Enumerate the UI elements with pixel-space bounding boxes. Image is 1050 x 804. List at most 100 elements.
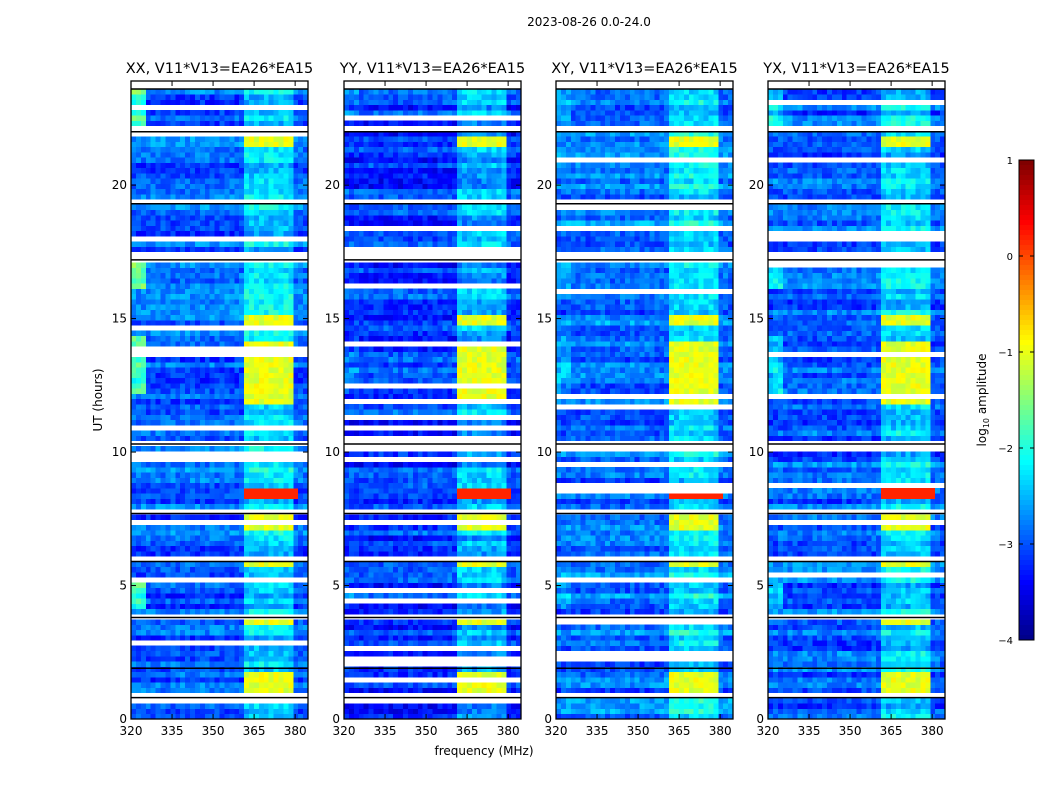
heatmap-cell: [283, 415, 288, 421]
heatmap-cell: [437, 619, 442, 625]
heatmap-cell: [224, 163, 229, 169]
heatmap-cell: [293, 661, 298, 667]
heatmap-cell: [501, 541, 506, 547]
heatmap-cell: [170, 278, 175, 284]
heatmap-cell: [234, 220, 239, 226]
heatmap-cell: [506, 651, 511, 657]
heatmap-cell: [288, 404, 293, 410]
heatmap-cell: [141, 546, 146, 552]
heatmap-cell: [244, 294, 249, 300]
heatmap-cell: [234, 619, 239, 625]
heatmap-cell: [185, 100, 190, 106]
heatmap-cell: [151, 467, 156, 473]
heatmap-cell: [349, 472, 354, 478]
heatmap-cell: [288, 493, 293, 499]
heatmap-cell: [175, 651, 180, 657]
heatmap-cell: [511, 682, 516, 688]
heatmap-cell: [501, 478, 506, 484]
heatmap-cell: [156, 210, 161, 216]
heatmap-cell: [205, 278, 210, 284]
heatmap-cell: [190, 430, 195, 436]
heatmap-cell: [472, 688, 477, 694]
heatmap-cell: [141, 189, 146, 195]
heatmap-cell: [482, 430, 487, 436]
heatmap-cell: [393, 604, 398, 610]
heatmap-cell: [279, 268, 284, 274]
heatmap-cell: [413, 451, 418, 457]
heatmap-cell: [418, 535, 423, 541]
heatmap-cell: [229, 294, 234, 300]
heatmap-cell: [161, 598, 166, 604]
heatmap-cell: [283, 268, 288, 274]
heatmap-cell: [264, 189, 269, 195]
heatmap-cell: [239, 121, 244, 127]
heatmap-cell: [131, 409, 136, 415]
heatmap-cell: [215, 268, 220, 274]
heatmap-cell: [349, 499, 354, 505]
heatmap-cell: [259, 656, 264, 662]
heatmap-cell: [210, 367, 215, 373]
heatmap-cell: [452, 551, 457, 557]
heatmap-cell: [283, 667, 288, 673]
heatmap-cell: [165, 399, 170, 405]
heatmap-cell: [190, 315, 195, 321]
heatmap-cell: [190, 394, 195, 400]
heatmap-cell: [279, 619, 284, 625]
heatmap-cell: [374, 541, 379, 547]
heatmap-cell: [254, 268, 259, 274]
heatmap-cell: [388, 583, 393, 589]
heatmap-cell: [156, 121, 161, 127]
heatmap-cell: [374, 488, 379, 494]
heatmap-cell: [506, 640, 511, 646]
heatmap-cell: [288, 89, 293, 95]
heatmap-cell: [239, 157, 244, 163]
heatmap-cell: [195, 583, 200, 589]
heatmap-cell: [146, 241, 151, 247]
heatmap-cell: [349, 535, 354, 541]
heatmap-cell: [288, 415, 293, 421]
heatmap-cell: [200, 278, 205, 284]
heatmap-cell: [224, 493, 229, 499]
heatmap-cell: [170, 499, 175, 505]
heatmap-cell: [383, 420, 388, 426]
heatmap-cell: [165, 168, 170, 174]
heatmap-cell: [229, 567, 234, 573]
heatmap-cell: [156, 315, 161, 321]
heatmap-cell: [293, 89, 298, 95]
heatmap-cell: [369, 472, 374, 478]
heatmap-cell: [239, 110, 244, 116]
heatmap-cell: [151, 262, 156, 268]
heatmap-cell: [239, 677, 244, 683]
heatmap-cell: [288, 357, 293, 363]
heatmap-cell: [501, 562, 506, 568]
heatmap-cell: [161, 467, 166, 473]
heatmap-cell: [180, 157, 185, 163]
heatmap-cell: [190, 604, 195, 610]
heatmap-cell: [496, 703, 501, 709]
heatmap-cell: [215, 262, 220, 268]
heatmap-cell: [131, 115, 136, 121]
heatmap-cell: [249, 310, 254, 316]
heatmap-cell: [467, 551, 472, 557]
heatmap-cell: [146, 567, 151, 573]
heatmap-cell: [234, 551, 239, 557]
heatmap-cell: [288, 373, 293, 379]
heatmap-cell: [511, 546, 516, 552]
heatmap-cell: [378, 577, 383, 583]
heatmap-cell: [293, 215, 298, 221]
heatmap-cell: [501, 551, 506, 557]
heatmap-cell: [165, 667, 170, 673]
heatmap-cell: [136, 609, 141, 615]
heatmap-cell: [293, 688, 298, 694]
heatmap-cell: [472, 467, 477, 473]
heatmap-cell: [398, 604, 403, 610]
heatmap-cell: [210, 661, 215, 667]
heatmap-cell: [146, 157, 151, 163]
heatmap-cell: [403, 593, 408, 599]
heatmap-cell: [259, 357, 264, 363]
heatmap-cell: [447, 483, 452, 489]
heatmap-cell: [195, 478, 200, 484]
heatmap-cell: [398, 472, 403, 478]
heatmap-cell: [274, 394, 279, 400]
